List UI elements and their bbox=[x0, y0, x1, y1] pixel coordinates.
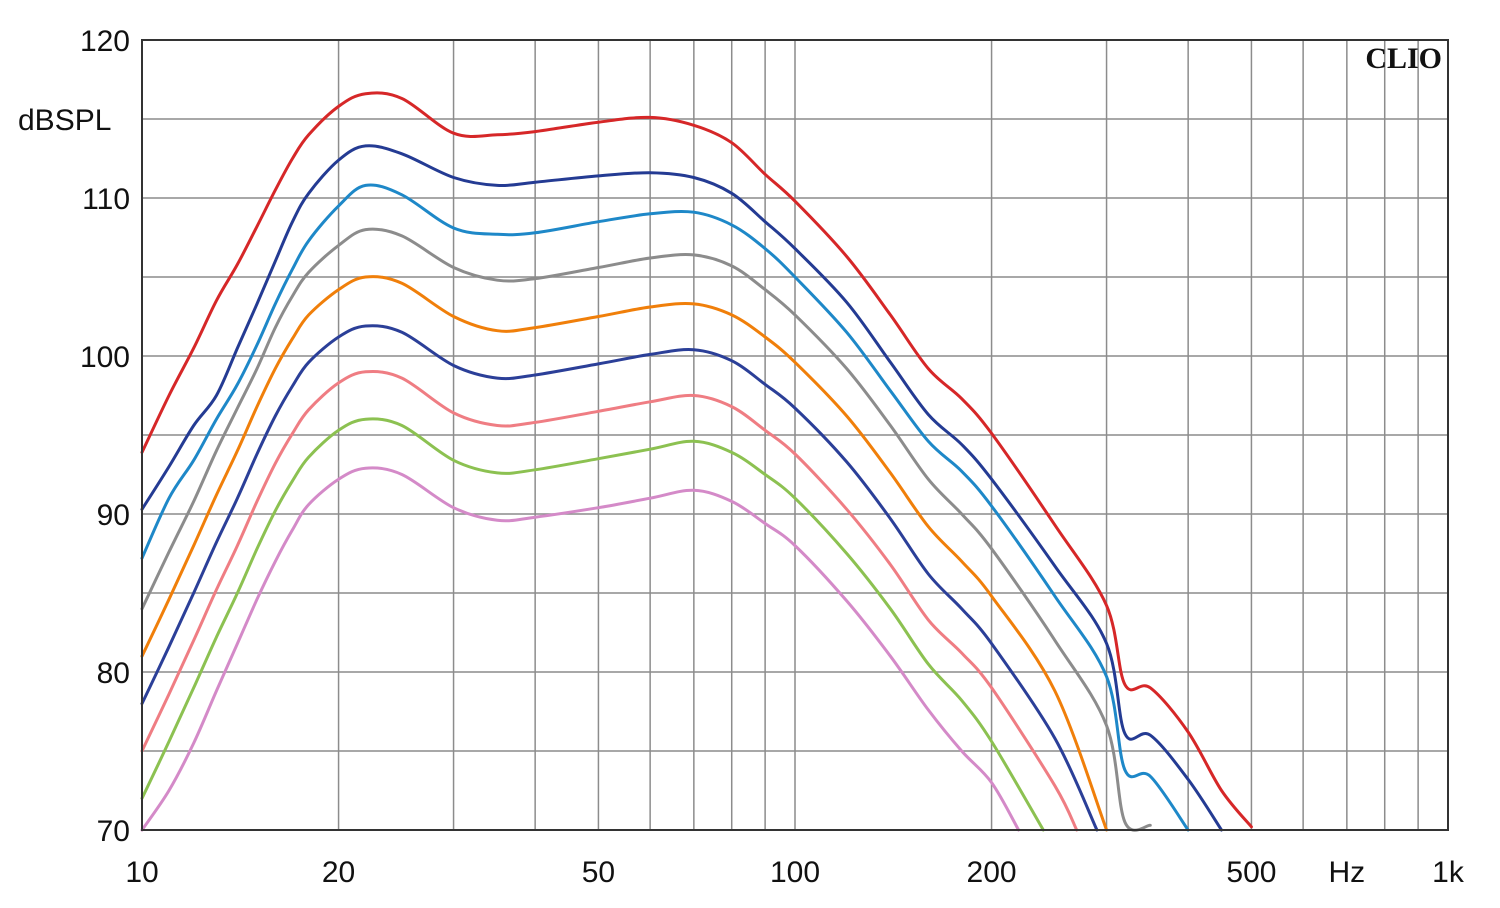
x-tick-label: 1k bbox=[1432, 856, 1465, 889]
y-tick-labels: 120 110 100 90 80 70 bbox=[80, 25, 130, 848]
curve-level-2 bbox=[140, 144, 1223, 832]
y-axis-label: dBSPL bbox=[18, 104, 111, 137]
brand-label: CLIO bbox=[1365, 42, 1442, 75]
curve-level-4 bbox=[140, 227, 1152, 832]
x-tick-label: 10 bbox=[125, 856, 158, 889]
y-tick-label: 110 bbox=[82, 183, 130, 216]
x-tick-label: 200 bbox=[967, 856, 1017, 889]
y-tick-label: 100 bbox=[80, 341, 130, 374]
y-tick-label: 120 bbox=[80, 25, 130, 58]
x-tick-labels: 10 20 50 100 200 500 1k Hz bbox=[125, 856, 1465, 889]
curve-level-9 bbox=[140, 466, 1021, 832]
curve-level-6 bbox=[140, 324, 1099, 832]
curve-level-5 bbox=[140, 275, 1109, 832]
y-tick-label: 90 bbox=[97, 499, 130, 532]
x-tick-label: 50 bbox=[582, 856, 615, 889]
curve-level-7 bbox=[140, 369, 1079, 832]
y-tick-label: 80 bbox=[97, 657, 130, 690]
grid bbox=[142, 40, 1448, 830]
curve-level-8 bbox=[140, 417, 1045, 832]
plot-frame bbox=[141, 39, 1449, 831]
curves bbox=[140, 91, 1253, 832]
curve-level-3 bbox=[140, 183, 1190, 832]
curve-level-1 bbox=[140, 91, 1253, 829]
x-tick-label: 500 bbox=[1226, 856, 1276, 889]
y-tick-label: 70 bbox=[97, 815, 130, 848]
x-tick-label: 20 bbox=[322, 856, 355, 889]
x-tick-label: 100 bbox=[770, 856, 820, 889]
x-tick-label: Hz bbox=[1329, 856, 1366, 889]
